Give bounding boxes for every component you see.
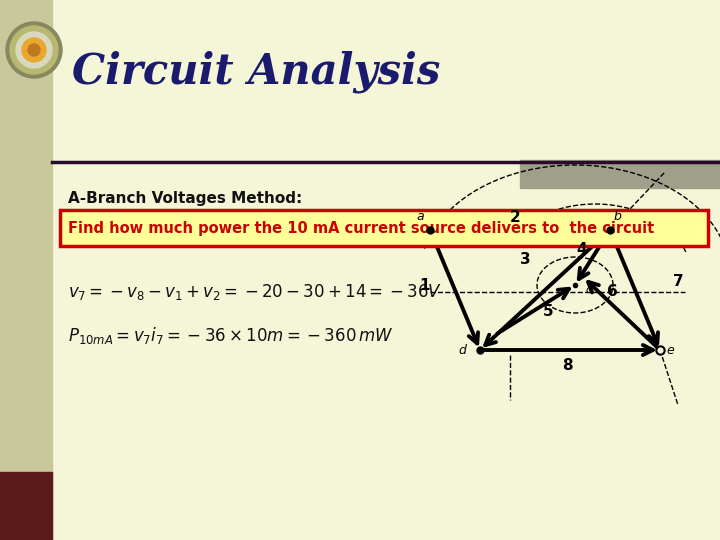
Text: 2: 2 [510, 210, 521, 225]
Circle shape [6, 22, 62, 78]
Text: $v_7 = -v_8 - v_1 + v_2 = -20 - 30 + 14 = -36V$: $v_7 = -v_8 - v_1 + v_2 = -20 - 30 + 14 … [68, 282, 442, 302]
Text: 8: 8 [562, 359, 572, 374]
Text: d: d [458, 344, 466, 357]
Text: Circuit Analysis: Circuit Analysis [72, 51, 440, 93]
Text: 7: 7 [672, 274, 683, 289]
Text: $P_{10mA} = v_7 i_7 = -36 \times 10m = -360\,mW$: $P_{10mA} = v_7 i_7 = -36 \times 10m = -… [68, 325, 393, 346]
Text: 4: 4 [577, 242, 588, 258]
Text: c: c [585, 285, 591, 295]
Text: 3: 3 [520, 253, 531, 267]
Text: Find how much power the 10 mA current source delivers to  the circuit: Find how much power the 10 mA current so… [68, 220, 654, 235]
Text: b: b [614, 210, 622, 223]
Bar [60, 210, 708, 246]
Bar [520, 160, 720, 188]
Bar [0, 0, 52, 540]
Circle shape [16, 32, 52, 68]
Text: 6: 6 [607, 285, 617, 300]
Text: 5: 5 [543, 305, 553, 320]
Circle shape [10, 26, 58, 74]
Bar [0, 472, 52, 540]
Circle shape [22, 38, 46, 62]
Text: 1: 1 [420, 278, 431, 293]
Text: a: a [416, 210, 423, 223]
Text: A-Branch Voltages Method:: A-Branch Voltages Method: [68, 191, 302, 206]
Text: e: e [666, 344, 674, 357]
Circle shape [28, 44, 40, 56]
